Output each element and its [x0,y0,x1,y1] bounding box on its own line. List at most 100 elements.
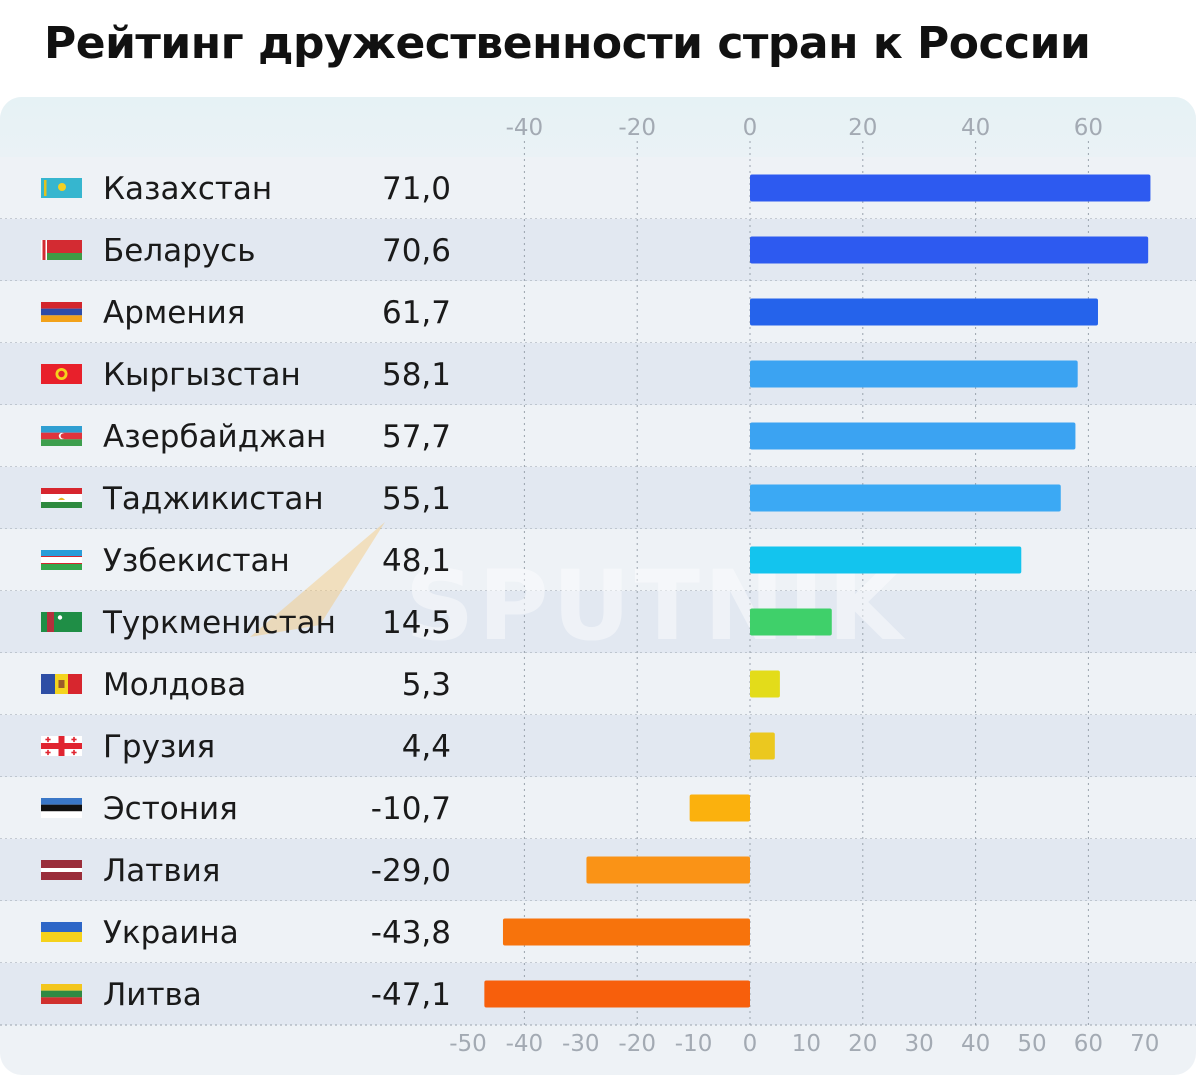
flag-part [44,180,47,196]
flag-ukraine-icon [41,922,82,942]
value-label: -43,8 [371,915,451,951]
row-stripe [0,715,1196,777]
axis-tick-labels: -40 -20 0 20 40 60 -50 -40 -30 -20 -10 0 10 20 30 40 50 6… [449,115,1159,1057]
bottom-tick-label: -40 [506,1031,544,1057]
flag-part [41,798,82,805]
bars [484,174,1151,1008]
bottom-tick-label: 40 [961,1031,990,1057]
country-label: Туркменистан [102,605,336,641]
value-label: 61,7 [382,295,451,331]
bottom-tick-label: 30 [905,1031,934,1057]
flag-small-cross [47,749,49,756]
flag-part [41,564,82,570]
flag-moldova-icon [41,674,82,694]
row-stripe [0,591,1196,653]
bottom-tick-label: -30 [562,1031,600,1057]
value-label: 55,1 [382,481,451,517]
row-stripe [0,777,1196,839]
bottom-tick-label: 50 [1017,1031,1046,1057]
bar-8 [750,608,832,636]
flag-part [41,990,82,998]
flag-part [41,997,82,1004]
flag-lithuania-icon [41,984,82,1004]
value-label: 70,6 [382,233,451,269]
top-tick-label: 20 [848,115,877,141]
flag-belarus-icon [41,240,82,260]
flag-small-cross [73,749,75,756]
flag-part [41,984,82,991]
flag-part [41,315,82,322]
value-label: 58,1 [382,357,451,393]
country-label: Беларусь [103,233,256,269]
chart-card: SPUTNIK Казахстан 71,0 Беларусь 70,6 Армения… [0,97,1196,1075]
flag-part [41,502,82,508]
bar-13 [502,918,750,946]
bar-14 [484,980,750,1008]
flag-part [68,674,82,694]
flag-part [41,488,82,494]
flag-crescent [57,615,63,620]
bar-5 [750,422,1076,450]
sputnik-arrow-icon [250,522,385,637]
country-label: Таджикистан [102,481,324,517]
bar-4 [750,360,1078,388]
bar-2 [750,236,1149,264]
flag-sun-inner [58,370,65,378]
bar-3 [750,298,1098,326]
page-title: Рейтинг дружественности стран к России [44,18,1091,69]
row-stripes [0,157,1196,1026]
top-tick-label: -40 [506,115,544,141]
flag-kyrgyzstan-icon [41,364,82,384]
flag-small-cross [73,736,75,743]
country-label: Литва [103,977,202,1013]
country-label: Латвия [103,853,220,889]
flag-emblem [58,680,65,688]
flag-georgia-icon [41,736,82,756]
country-label: Эстония [103,791,238,827]
flag-part [42,240,46,260]
bottom-tick-label: 0 [743,1031,758,1057]
bar-9 [750,670,780,698]
top-tick-label: 0 [743,115,758,141]
flag-crown [58,497,65,500]
country-label: Кыргызстан [103,357,301,393]
flag-part [41,240,82,253]
flag-part [41,556,82,557]
value-label: 57,7 [382,419,451,455]
flag-crescent-cut [60,433,66,439]
flag-part [41,308,82,316]
flag-part [41,872,82,880]
value-label: 48,1 [382,543,451,579]
country-label: Узбекистан [103,543,290,579]
value-label: 71,0 [382,171,451,207]
flag-part [41,557,82,563]
bar-12 [586,856,750,884]
country-label: Азербайджан [103,419,326,455]
bottom-tick-label: -10 [675,1031,713,1057]
bottom-tick-label: -50 [449,1031,487,1057]
bar-6 [750,484,1061,512]
flag-part [41,563,82,564]
bottom-tick-label: -20 [618,1031,656,1057]
bottom-tick-label: 10 [792,1031,821,1057]
top-tick-label: 40 [961,115,990,141]
flag-part [41,811,82,818]
bottom-tick-label: 60 [1074,1031,1103,1057]
country-label: Грузия [103,729,215,765]
flag-small-cross [47,736,49,743]
flag-latvia-icon [41,860,82,880]
flag-tajikistan-icon [41,488,82,508]
flag-part [41,439,82,446]
bottom-tick-label: 20 [848,1031,877,1057]
bar-10 [750,732,775,760]
row-stripe [0,653,1196,715]
flag-azerbaijan-icon [41,426,82,446]
value-label: -47,1 [371,977,451,1013]
flag-part [41,426,82,433]
flag-part [41,253,82,260]
flag-kazakhstan-icon [41,178,82,198]
flag-uzbekistan-icon [41,550,82,570]
flag-part [41,302,82,309]
flag-sun [58,183,66,191]
